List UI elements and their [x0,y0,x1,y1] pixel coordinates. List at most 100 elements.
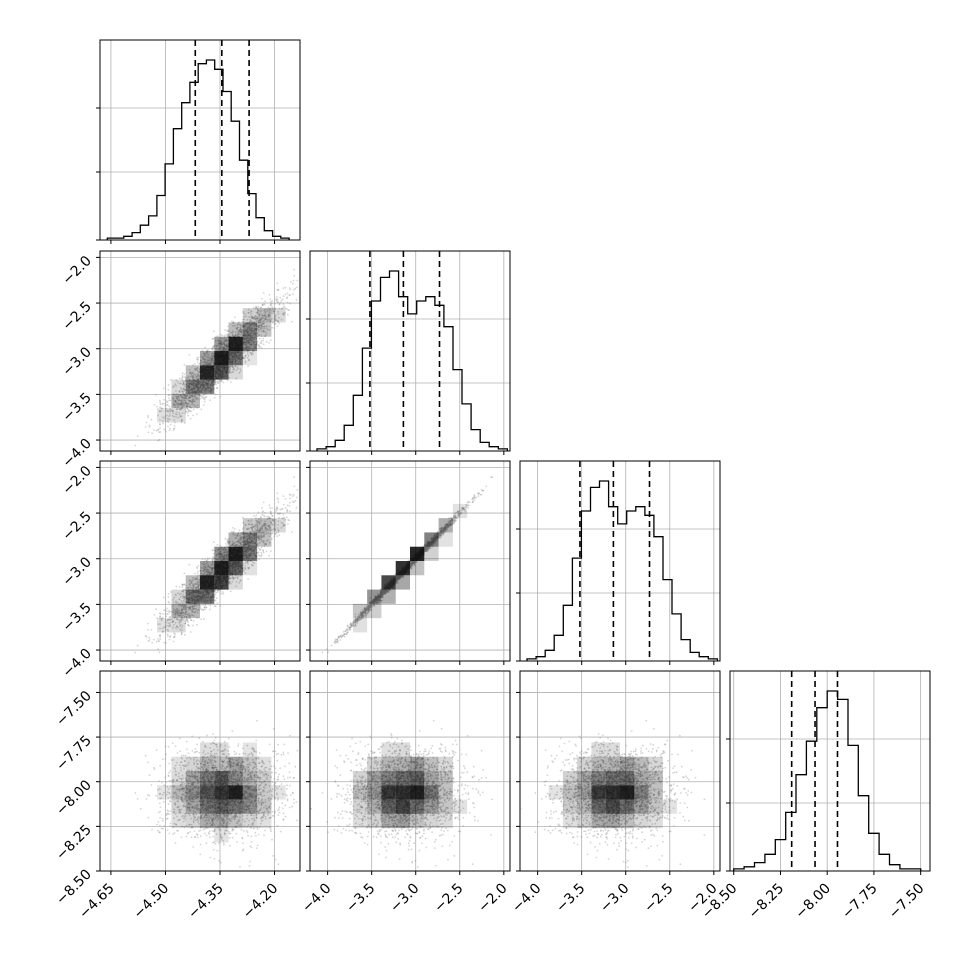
sample-point [262,501,265,504]
sample-point [165,610,168,613]
sample-point [263,515,266,518]
sample-point [274,302,276,305]
sample-point [192,399,194,401]
axes-frame [519,670,721,872]
sample-point [167,389,170,391]
sample-point [157,648,160,651]
sample-point [190,388,193,390]
sample-point [296,279,299,282]
density-cell [257,322,272,337]
sample-point [287,309,289,311]
sample-point [261,325,263,327]
sample-point [263,303,266,306]
sample-point [205,379,208,382]
sample-point [260,328,262,331]
sample-point [272,321,275,323]
sample-point [246,334,249,337]
sample-point [216,602,219,605]
sample-point [264,308,266,311]
sample-point [229,381,232,383]
sample-point [194,391,196,394]
density-cell [228,336,243,351]
sample-point [195,384,198,386]
sample-point [161,612,164,615]
sample-point [255,328,258,330]
sample-point [237,321,240,324]
sample-point [246,351,249,353]
sample-point [256,317,259,319]
sample-point [268,318,271,321]
sample-point [293,485,296,488]
sample-point [260,546,263,549]
sample-point [261,304,264,306]
sample-point [196,373,199,375]
sample-point [194,363,196,365]
sample-point [204,608,206,611]
sample-point [184,412,187,415]
sample-point [246,322,249,325]
sample-point [178,586,181,588]
panel-1-0 [96,250,301,455]
sample-point [237,323,240,326]
sample-point [147,415,150,417]
sample-point [164,609,167,611]
sample-point [183,383,186,386]
sample-point [235,369,238,372]
sample-point [199,387,202,389]
sample-point [213,330,215,333]
sample-point [181,372,184,375]
panel-3-3 [726,670,931,875]
panel-0-0 [96,39,301,244]
sample-point [201,558,204,561]
sample-point [158,634,161,637]
sample-point [274,323,277,325]
sample-point [190,619,193,621]
sample-point [246,349,249,352]
sample-point [183,583,186,586]
sample-point [205,381,208,384]
sample-point [246,345,249,348]
sample-point [258,319,261,322]
sample-point [212,355,215,357]
sample-point [242,312,245,314]
sample-point [169,610,172,613]
sample-point [262,337,265,340]
sample-point [189,631,192,633]
sample-point [277,501,280,504]
sample-point [157,439,160,442]
sample-point [203,353,206,355]
sample-point [247,341,250,344]
sample-point [208,557,211,560]
sample-point [158,399,161,402]
sample-point [191,396,194,399]
sample-point [196,567,199,569]
sample-point [240,331,243,333]
sample-point [271,507,273,509]
sample-point [167,596,170,598]
sample-point [260,551,263,554]
sample-point [173,403,176,406]
sample-point [263,314,265,317]
sample-point [206,557,209,560]
sample-point [276,535,279,537]
sample-point [211,549,214,551]
sample-point [155,640,158,643]
sample-point [222,348,224,351]
sample-point [269,507,272,509]
sample-point [282,287,285,289]
sample-point [271,515,273,517]
sample-point [224,329,227,331]
sample-point [247,312,250,314]
sample-point [157,429,159,431]
sample-point [136,435,139,437]
sample-point [264,300,267,302]
sample-point [199,397,202,400]
sample-point [192,379,195,381]
sample-point [191,390,194,393]
sample-point [162,422,164,425]
sample-point [200,389,202,392]
sample-point [219,590,222,593]
sample-point [248,346,251,349]
sample-point [166,607,169,610]
sample-point [225,340,228,343]
